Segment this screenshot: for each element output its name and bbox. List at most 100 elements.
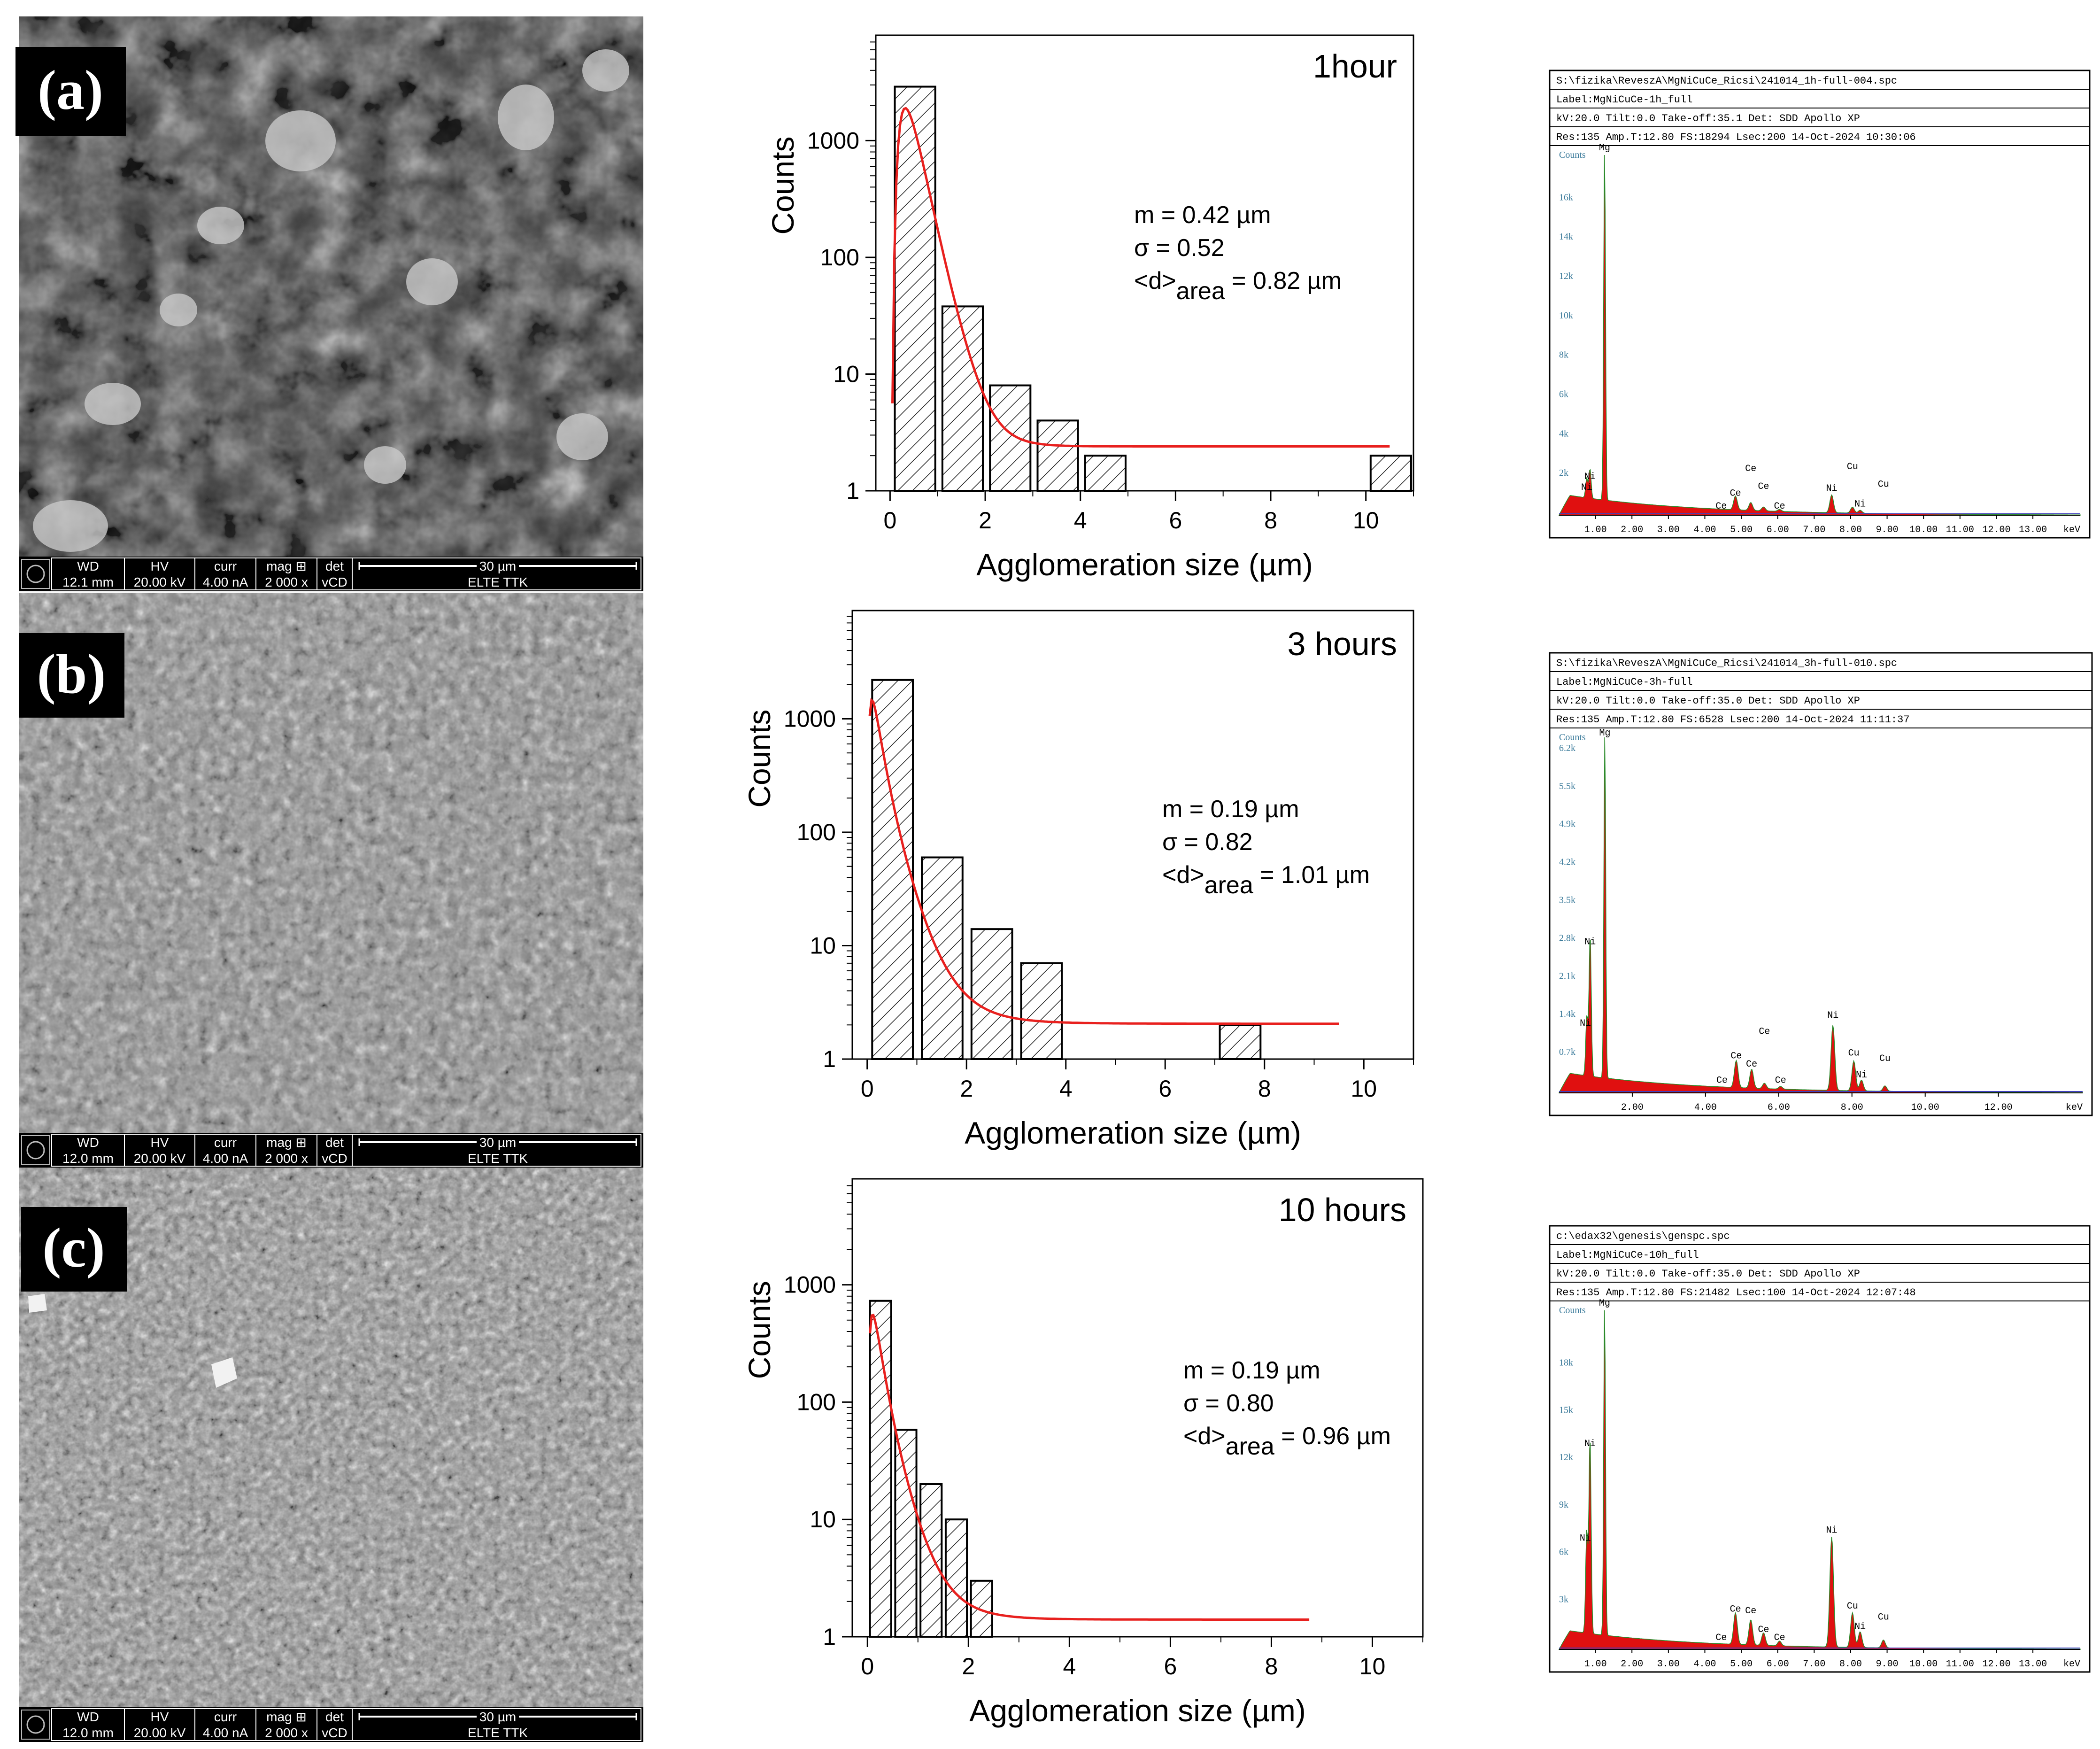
histogram-bar xyxy=(944,1518,968,1638)
stat-d-suffix: = 1.01 µm xyxy=(1253,861,1370,889)
y-tick-label: 1 xyxy=(823,1046,836,1072)
sem-field-label: mag ⊞ xyxy=(266,1135,307,1150)
eds-header-line: S:\fizika\ReveszA\MgNiCuCe_Ricsi\241014_… xyxy=(1556,75,1897,87)
svg-text:(a): (a) xyxy=(38,59,103,121)
eds-y-tick-label: 3.5k xyxy=(1559,895,1575,905)
histogram-bar xyxy=(1036,419,1079,492)
scale-label-bg xyxy=(477,558,519,573)
sem-field-value: 20.00 kV xyxy=(134,575,186,589)
stat-d-prefix: <d> xyxy=(1183,1423,1226,1450)
sem-field-value: vCD xyxy=(322,1726,347,1740)
sem-field-value: 20.00 kV xyxy=(134,1726,186,1740)
eds-y-tick-label: 9k xyxy=(1559,1500,1568,1510)
eds-y-tick-label: 6k xyxy=(1559,389,1568,400)
eds-header-line: kV:20.0 Tilt:0.0 Take-off:35.1 Det: SDD … xyxy=(1556,113,1860,124)
svg-text:(c): (c) xyxy=(42,1216,105,1279)
x-tick-label: 6 xyxy=(1164,1653,1177,1679)
x-axis-label: Agglomeration size (µm) xyxy=(969,1693,1306,1728)
stat-d-prefix: <d> xyxy=(1134,267,1176,294)
chart-title: 10 hours xyxy=(1279,1192,1406,1228)
eds-spectrum-fill xyxy=(1558,155,2081,516)
eds-x-tick-label: 11.00 xyxy=(1946,525,1974,535)
eds-x-tick-label: 5.00 xyxy=(1730,525,1753,535)
eds-y-tick-label: 14k xyxy=(1559,232,1573,242)
eds-peak-label: Ce xyxy=(1715,1633,1727,1643)
eds-x-tick-label: 11.00 xyxy=(1946,1659,1974,1670)
eds-y-tick-label: 10k xyxy=(1559,310,1573,321)
eds-x-tick-label: 3.00 xyxy=(1657,1659,1680,1670)
scale-label-bg xyxy=(477,1135,519,1150)
histogram-bar xyxy=(894,1429,918,1638)
eds-peak-label: Cu xyxy=(1878,480,1889,490)
sem-field-label: HV xyxy=(151,559,169,573)
x-tick-label: 8 xyxy=(1264,507,1277,534)
eds-x-tick-label: 12.00 xyxy=(1982,1659,2010,1670)
eds-y-tick-label: 1.4k xyxy=(1559,1009,1575,1019)
histogram-bar xyxy=(970,928,1013,1060)
scale-bar-label: 30 µm xyxy=(479,1135,516,1150)
eds-peak-label: Ce xyxy=(1774,1633,1785,1643)
eds-peak-label: Ni xyxy=(1584,937,1596,948)
sem-field-value: 12.0 mm xyxy=(62,1726,114,1740)
histogram-bar xyxy=(871,679,914,1060)
lognormal-fit-curve xyxy=(869,1314,1310,1621)
eds-peak-label: Ce xyxy=(1774,501,1785,512)
eds-x-tick-label: 12.00 xyxy=(1984,1102,2013,1113)
lognormal-fit-curve xyxy=(868,697,1339,1025)
stat-sigma: σ = 0.52 xyxy=(1134,234,1225,262)
eds-x-tick-label: 12.00 xyxy=(1982,525,2010,535)
eds-spectrum-fill xyxy=(1558,1310,2081,1650)
eds-x-tick-label: 10.00 xyxy=(1911,1102,1939,1113)
sem-bar-background xyxy=(19,1133,643,1168)
y-axis-label: Counts xyxy=(765,137,800,235)
lognormal-fit-curve xyxy=(891,107,1390,448)
sem-field-value: 2 000 x xyxy=(265,1151,308,1166)
eds-x-tick-label: 13.00 xyxy=(2019,525,2047,535)
y-tick-label: 100 xyxy=(797,1389,836,1415)
eds-peak-label: Ni xyxy=(1854,1621,1866,1632)
stat-area-diameter: <d>area = 0.82 µm xyxy=(1134,267,1342,305)
y-axis-label: Counts xyxy=(742,1281,777,1379)
x-tick-label: 4 xyxy=(1063,1653,1076,1679)
y-axis-label: Counts xyxy=(742,710,777,808)
eds-x-tick-label: 4.00 xyxy=(1693,525,1716,535)
sem-field-label: mag ⊞ xyxy=(266,559,307,573)
stat-area-diameter: <d>area = 0.96 µm xyxy=(1183,1423,1391,1460)
scale-label-bg xyxy=(477,1709,519,1724)
eds-peak-label: Ni xyxy=(1581,482,1592,493)
eds-peak-label: Cu xyxy=(1878,1612,1889,1623)
eds-counts-label: Counts xyxy=(1559,150,1586,160)
eds-y-tick-label: 2k xyxy=(1559,468,1568,478)
eds-peak-label: Ce xyxy=(1745,464,1756,474)
sem-scale-cell xyxy=(352,1708,641,1741)
x-tick-label: 8 xyxy=(1265,1653,1278,1679)
eds-peak-label: Ce xyxy=(1730,1604,1741,1615)
eds-peak-label: Ce xyxy=(1746,1059,1757,1070)
eds-peak-label: Ce xyxy=(1716,1075,1728,1086)
fei-logo-icon xyxy=(21,559,50,589)
eds-kev-label: keV xyxy=(2063,1659,2080,1670)
eds-x-tick-label: 8.00 xyxy=(1839,1659,1862,1670)
x-tick-label: 4 xyxy=(1059,1076,1073,1102)
histogram-1h: 0 2 4 6 8 10 1 10 100 1000 Agglomeration size (µm)… xyxy=(765,34,1414,582)
eds-y-tick-label: 0.7k xyxy=(1559,1047,1575,1057)
sem-bar-background xyxy=(19,1707,643,1742)
eds-y-tick-label: 2.1k xyxy=(1559,971,1575,981)
sem-field-label: curr xyxy=(214,1710,237,1724)
eds-x-tick-label: 1.00 xyxy=(1584,525,1607,535)
eds-y-tick-label: 3k xyxy=(1559,1594,1568,1604)
eds-y-tick-label: 2.8k xyxy=(1559,933,1575,943)
eds-y-tick-label: 5.5k xyxy=(1559,781,1575,791)
fei-logo-ring xyxy=(26,565,45,583)
eds-frame xyxy=(1549,70,2091,539)
eds-spectrum-3h: S:\fizika\ReveszA\MgNiCuCe_Ricsi\241014_… xyxy=(1549,652,2093,1116)
eds-peak-label: Ni xyxy=(1856,1070,1867,1081)
eds-peak-label: Ni xyxy=(1827,1010,1838,1021)
x-axis-label: Agglomeration size (µm) xyxy=(965,1115,1301,1150)
stat-d-suffix: = 0.96 µm xyxy=(1274,1423,1391,1450)
sem-field-value: 2 000 x xyxy=(265,1726,308,1740)
eds-header-line: Label:MgNiCuCe-10h_full xyxy=(1556,1249,1699,1261)
sem-field-value: 12.0 mm xyxy=(62,1151,114,1166)
eds-x-tick-label: 13.00 xyxy=(2019,1659,2047,1670)
x-tick-label: 4 xyxy=(1074,507,1087,534)
